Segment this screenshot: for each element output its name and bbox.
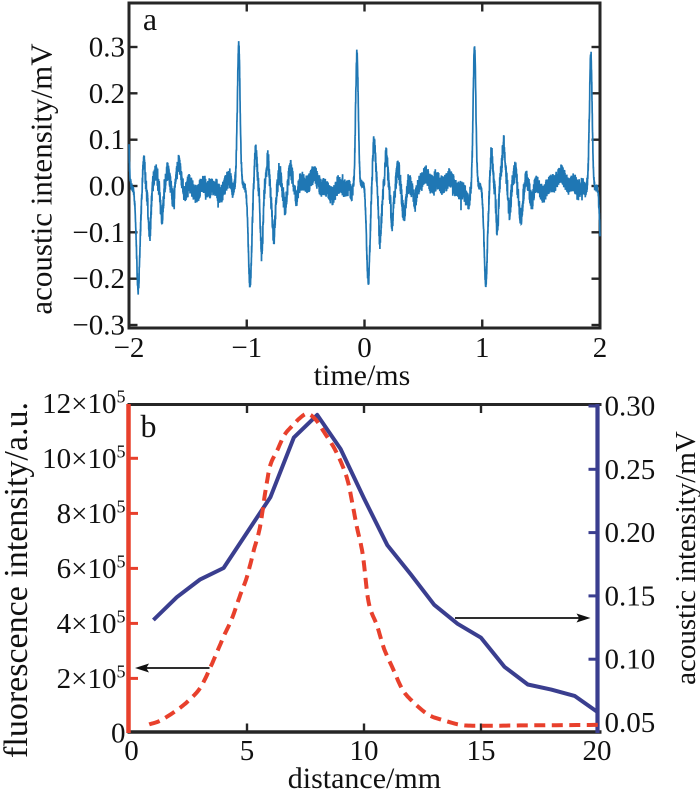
svg-text:0.0: 0.0: [89, 171, 125, 203]
svg-text:2: 2: [593, 332, 608, 364]
svg-text:0.20: 0.20: [605, 517, 656, 549]
svg-text:acoustic intensity/mV: acoustic intensity/mV: [670, 431, 700, 685]
svg-text:−0.1: −0.1: [72, 217, 125, 249]
svg-text:b: b: [141, 408, 157, 444]
svg-text:15: 15: [467, 735, 496, 767]
svg-text:8×105: 8×105: [57, 496, 126, 530]
svg-text:1: 1: [475, 332, 490, 364]
svg-text:0.2: 0.2: [89, 78, 125, 110]
svg-text:−1: −1: [231, 332, 262, 364]
svg-text:−2: −2: [114, 332, 145, 364]
svg-text:distance/mm: distance/mm: [288, 762, 441, 790]
svg-text:0.05: 0.05: [605, 707, 656, 739]
svg-text:−0.3: −0.3: [72, 310, 125, 342]
svg-text:acoustic intensity/mV: acoustic intensity/mV: [24, 43, 59, 315]
svg-text:0.15: 0.15: [605, 580, 656, 612]
svg-text:0.1: 0.1: [89, 124, 125, 156]
svg-text:6×105: 6×105: [57, 551, 126, 585]
svg-text:20: 20: [583, 735, 612, 767]
svg-text:0: 0: [111, 718, 126, 750]
svg-text:10: 10: [350, 735, 379, 767]
svg-text:0.10: 0.10: [605, 644, 656, 676]
svg-text:0.3: 0.3: [89, 32, 125, 64]
svg-text:12×105: 12×105: [42, 386, 125, 420]
svg-text:10×105: 10×105: [42, 441, 125, 475]
svg-text:−0.2: −0.2: [72, 263, 125, 295]
svg-text:a: a: [143, 1, 157, 37]
svg-text:5: 5: [240, 735, 255, 767]
svg-text:time/ms: time/ms: [314, 359, 411, 392]
svg-text:fluorescence intensity/a.u.: fluorescence intensity/a.u.: [0, 402, 35, 758]
svg-text:0.30: 0.30: [605, 391, 656, 423]
svg-text:0.25: 0.25: [605, 454, 656, 486]
svg-text:4×105: 4×105: [57, 606, 126, 640]
svg-text:2×105: 2×105: [57, 661, 126, 695]
svg-text:0: 0: [357, 332, 372, 364]
svg-text:0: 0: [124, 735, 139, 767]
